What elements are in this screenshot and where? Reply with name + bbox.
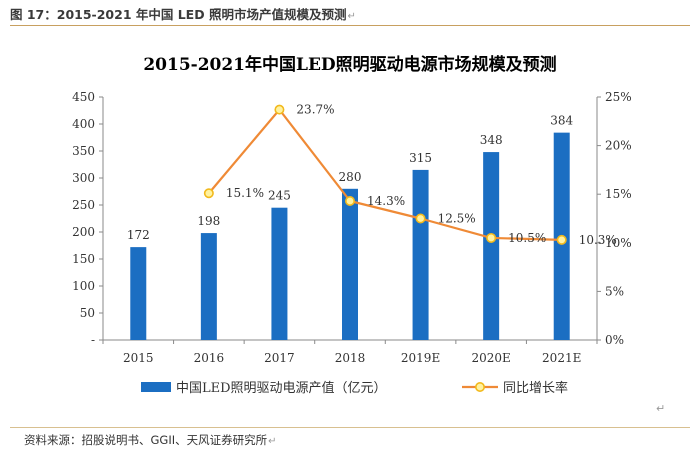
bar bbox=[200, 233, 217, 340]
growth-rate-label: 10.5% bbox=[508, 231, 546, 245]
growth-rate-point bbox=[274, 104, 285, 115]
left-axis-tick-label: 350 bbox=[72, 144, 95, 158]
x-axis-category-label: 2017 bbox=[264, 351, 295, 365]
left-axis-tick-label: 150 bbox=[72, 252, 95, 266]
bar-value-label: 245 bbox=[268, 189, 291, 203]
legend-bar-label: 中国LED照明驱动电源产值（亿元） bbox=[176, 380, 387, 396]
growth-rate-point bbox=[344, 196, 355, 207]
legend-line-marker bbox=[474, 381, 485, 392]
chart-title: 2015-2021年中国LED照明驱动电源市场规模及预测 bbox=[143, 54, 556, 75]
bar bbox=[483, 152, 500, 340]
right-axis-tick-label: 20% bbox=[605, 139, 632, 153]
bar-value-label: 384 bbox=[550, 114, 573, 128]
bar-value-label: 198 bbox=[197, 214, 220, 228]
left-axis-tick-label: 100 bbox=[72, 279, 95, 293]
growth-rate-point bbox=[556, 234, 567, 245]
axes: - 50 100 150 200 250 300 350 400 450 0% 5% 10% 15% 20%… bbox=[72, 90, 632, 365]
bar-value-label: 315 bbox=[409, 151, 432, 165]
legend: 中国LED照明驱动电源产值（亿元） 同比增长率 bbox=[141, 380, 568, 396]
source-rule bbox=[10, 427, 690, 428]
growth-rate-label: 15.1% bbox=[226, 186, 264, 200]
x-axis-category-label: 2015 bbox=[123, 351, 154, 365]
left-axis-tick-label: 200 bbox=[72, 225, 95, 239]
bar bbox=[271, 207, 288, 340]
legend-line-label: 同比增长率 bbox=[503, 380, 568, 396]
bar bbox=[412, 169, 429, 340]
x-axis-category-label: 2019E bbox=[401, 351, 440, 365]
left-axis-tick-label: - bbox=[91, 333, 95, 347]
bar-value-label: 280 bbox=[339, 170, 362, 184]
paragraph-mark: ↵ bbox=[656, 402, 666, 415]
left-axis-tick-label: 50 bbox=[80, 306, 95, 320]
growth-rate-point bbox=[486, 232, 497, 243]
bars: 172 198 245 280 315 348 384 bbox=[127, 114, 574, 340]
x-axis-category-label: 2021E bbox=[542, 351, 581, 365]
growth-rate-label: 23.7% bbox=[296, 103, 334, 117]
bar-value-label: 172 bbox=[127, 228, 150, 242]
growth-line: 15.1% 23.7% 14.3% 12.5% 10.5% 10.3% bbox=[203, 103, 617, 247]
right-axis-tick-label: 15% bbox=[605, 187, 632, 201]
growth-rate-label: 12.5% bbox=[438, 212, 476, 226]
growth-rate-label: 10.3% bbox=[579, 233, 617, 247]
x-axis-category-label: 2018 bbox=[335, 351, 366, 365]
growth-rate-line bbox=[208, 108, 562, 241]
growth-rate-point bbox=[203, 188, 214, 199]
left-axis-tick-label: 450 bbox=[72, 90, 95, 104]
bar-value-label: 348 bbox=[480, 133, 503, 147]
growth-rate-label: 14.3% bbox=[367, 194, 405, 208]
right-axis-tick-label: 0% bbox=[605, 333, 624, 347]
x-axis-category-label: 2016 bbox=[194, 351, 225, 365]
source-note: 资料来源：招股说明书、GGII、天风证券研究所↵ bbox=[24, 433, 277, 447]
figure-caption: 图 17：2015-2021 年中国 LED 照明市场产值规模及预测↵ bbox=[10, 7, 356, 22]
right-axis-tick-label: 5% bbox=[605, 284, 624, 298]
legend-bar-swatch bbox=[141, 382, 171, 392]
x-axis-category-label: 2020E bbox=[471, 351, 510, 365]
bar bbox=[342, 188, 358, 340]
left-axis-tick-label: 300 bbox=[72, 171, 95, 185]
right-axis-tick-label: 25% bbox=[605, 90, 632, 104]
caption-rule bbox=[10, 25, 690, 26]
right-axis-tick-label: 10% bbox=[605, 236, 632, 250]
left-axis-tick-label: 250 bbox=[72, 198, 95, 212]
growth-rate-point bbox=[415, 213, 426, 224]
bar bbox=[130, 247, 147, 340]
left-axis-tick-label: 400 bbox=[72, 117, 95, 131]
